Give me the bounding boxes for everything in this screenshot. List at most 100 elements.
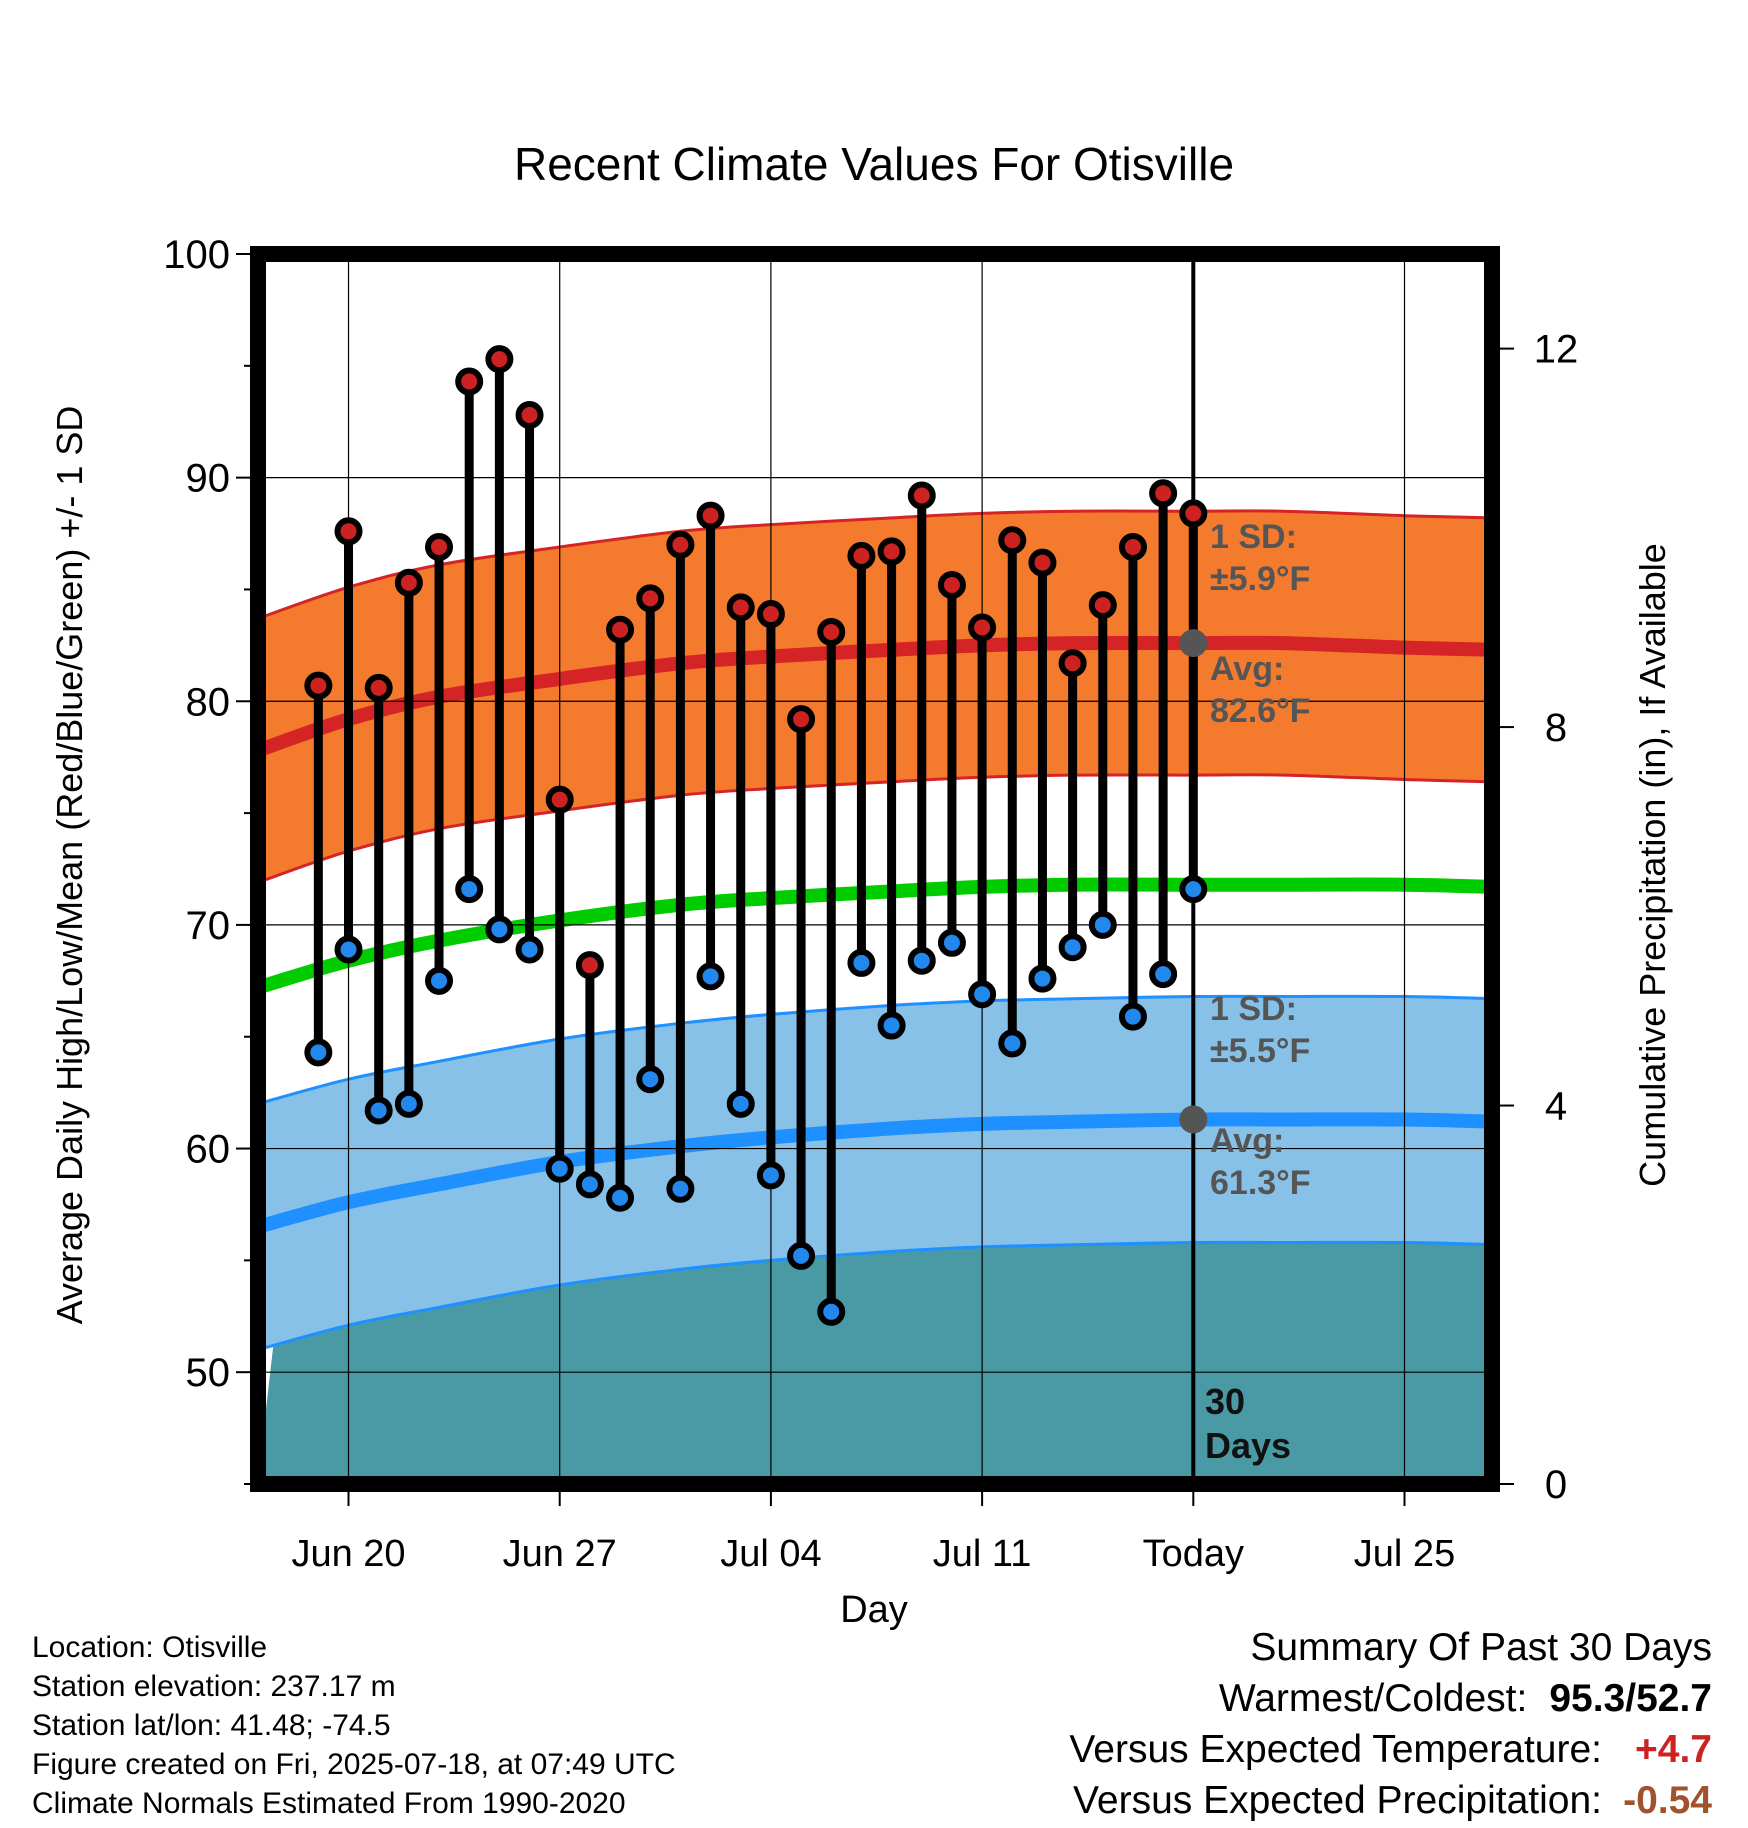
daily-high-point	[787, 705, 816, 734]
daily-low-point	[1058, 933, 1087, 962]
daily-low-point	[907, 946, 936, 975]
today-days-annotation: 30 Days	[1205, 1381, 1291, 1466]
daily-low-point	[1118, 1002, 1147, 1031]
daily-high-point	[1149, 479, 1178, 508]
summary-warm-cold: Warmest/Coldest: 95.3/52.7	[1069, 1673, 1712, 1724]
daily-low-point	[394, 1089, 423, 1118]
low-sd-label: 1 SD:	[1210, 990, 1297, 1028]
y-left-tick-label: 80	[186, 680, 231, 724]
high-avg-value: 82.6°F	[1210, 692, 1311, 730]
high-sd-label: 1 SD:	[1210, 518, 1297, 556]
daily-high-point	[636, 584, 665, 613]
precip-label: Versus Expected Precipitation:	[1073, 1779, 1602, 1822]
x-tick-label: Today	[1143, 1533, 1244, 1575]
daily-low-point	[968, 980, 997, 1009]
y-right-tick-label: 12	[1534, 328, 1579, 372]
daily-low-point	[666, 1174, 695, 1203]
daily-low-point	[515, 935, 544, 964]
summary-precip: Versus Expected Precipitation: -0.54	[1069, 1775, 1712, 1826]
daily-high-point	[394, 568, 423, 597]
x-tick-label: Jun 27	[503, 1533, 617, 1575]
daily-high-point	[606, 615, 635, 644]
summary-panel: Summary Of Past 30 Days Warmest/Coldest:…	[1069, 1622, 1712, 1826]
daily-low-point	[756, 1161, 785, 1190]
y-right-tick-label: 8	[1545, 706, 1567, 750]
daily-high-point	[847, 541, 876, 570]
daily-low-point	[787, 1241, 816, 1270]
low-sd-band	[258, 996, 1492, 1350]
precip-value: -0.54	[1623, 1779, 1712, 1822]
x-axis-label: Day	[840, 1589, 908, 1631]
daily-high-point	[304, 671, 333, 700]
daily-high-point	[726, 593, 755, 622]
chart-title: Recent Climate Values For Otisville	[514, 138, 1234, 190]
daily-low-point	[696, 962, 725, 991]
daily-high-point	[968, 613, 997, 642]
low-sd-value: ±5.5°F	[1210, 1032, 1310, 1070]
daily-low-point	[455, 875, 484, 904]
summary-title: Summary Of Past 30 Days	[1250, 1626, 1712, 1669]
normal-low-line	[256, 1112, 1493, 1234]
temp-value: +4.7	[1635, 1728, 1712, 1771]
daily-low-point	[545, 1154, 574, 1183]
warm-cold-label: Warmest/Coldest:	[1218, 1677, 1528, 1720]
daily-high-point	[1058, 649, 1087, 678]
y-left-tick-label: 90	[186, 457, 231, 501]
daily-low-point	[1088, 910, 1117, 939]
y-left-tick-label: 60	[186, 1128, 231, 1172]
daily-high-point	[515, 401, 544, 430]
y-axis-left-label: Average Daily High/Low/Mean (Red/Blue/Gr…	[49, 406, 90, 1325]
daily-low-point	[726, 1089, 755, 1118]
daily-high-point	[485, 345, 514, 374]
daily-high-point	[666, 530, 695, 559]
daily-high-point	[364, 673, 393, 702]
today-days-word: Days	[1205, 1425, 1291, 1466]
x-tick-label: Jul 25	[1354, 1533, 1455, 1575]
summary-temp: Versus Expected Temperature: +4.7	[1069, 1724, 1712, 1775]
daily-high-point	[575, 951, 604, 980]
daily-high-point	[877, 537, 906, 566]
plot-frame	[250, 246, 1500, 1492]
x-tick-label: Jul 11	[933, 1533, 1032, 1575]
daily-low-point	[998, 1029, 1027, 1058]
daily-low-point	[304, 1038, 333, 1067]
daily-low-point	[817, 1297, 846, 1326]
x-tick-label: Jun 20	[291, 1533, 405, 1575]
daily-high-point	[425, 532, 454, 561]
y-axis-right-label: Cumulative Precipitation (in), If Availa…	[1632, 543, 1673, 1187]
warm-cold-value: 95.3/52.7	[1549, 1677, 1712, 1720]
low-annotation: 1 SD: ±5.5°F Avg: 61.3°F	[1210, 990, 1311, 1202]
y-right-tick-label: 0	[1545, 1463, 1567, 1507]
daily-low-point	[364, 1096, 393, 1125]
daily-low-point	[847, 948, 876, 977]
high-sd-value: ±5.9°F	[1210, 560, 1310, 598]
low-avg-value: 61.3°F	[1210, 1164, 1311, 1202]
daily-low-point	[1179, 875, 1208, 904]
normals-text: Climate Normals Estimated From 1990-2020	[32, 1787, 626, 1820]
elevation-text: Station elevation: 237.17 m	[32, 1670, 396, 1703]
daily-high-point	[817, 617, 846, 646]
today-low-avg-marker	[1179, 1105, 1208, 1134]
today-high-avg-marker	[1179, 629, 1208, 658]
latlon-text: Station lat/lon: 41.48; -74.5	[32, 1709, 391, 1742]
daily-low-point	[425, 966, 454, 995]
daily-low-point	[334, 935, 363, 964]
daily-high-point	[907, 481, 936, 510]
daily-low-point	[606, 1183, 635, 1212]
plot-area: 50 60 70 80 90 100 0 4 8 12 Jun 20 Jun 27 Jul 04 Jul …	[163, 233, 1578, 1575]
created-text: Figure created on Fri, 2025-07-18, at 07…	[32, 1748, 676, 1781]
daily-low-point	[877, 1011, 906, 1040]
daily-high-point	[998, 526, 1027, 555]
daily-high-point	[1028, 548, 1057, 577]
daily-low-point	[575, 1170, 604, 1199]
y-left-tick-label: 70	[186, 904, 231, 948]
daily-high-point	[1118, 532, 1147, 561]
daily-high-point	[334, 517, 363, 546]
y-left-tick-label: 50	[186, 1351, 231, 1395]
daily-high-point	[1088, 591, 1117, 620]
high-avg-label: Avg:	[1210, 650, 1284, 688]
daily-high-point	[756, 600, 785, 629]
daily-low-point	[485, 915, 514, 944]
low-avg-label: Avg:	[1210, 1122, 1284, 1160]
